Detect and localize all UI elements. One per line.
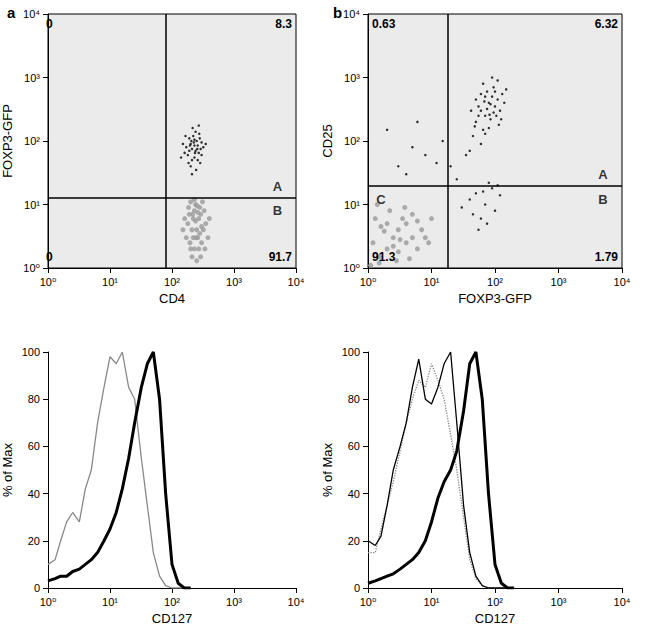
svg-text:a: a <box>7 4 16 21</box>
svg-text:10³: 10³ <box>551 276 567 288</box>
svg-text:20: 20 <box>348 535 360 547</box>
svg-text:10⁴: 10⁴ <box>343 8 360 20</box>
svg-text:10¹: 10¹ <box>424 276 440 288</box>
svg-text:10⁴: 10⁴ <box>23 8 40 20</box>
svg-text:60: 60 <box>28 440 40 452</box>
svg-text:CD127: CD127 <box>475 611 515 626</box>
svg-text:A: A <box>273 179 283 194</box>
svg-text:100: 100 <box>342 346 360 358</box>
svg-text:10⁰: 10⁰ <box>360 596 377 608</box>
svg-text:10¹: 10¹ <box>424 596 440 608</box>
svg-text:91.3: 91.3 <box>372 250 396 264</box>
svg-text:10⁴: 10⁴ <box>614 596 631 608</box>
svg-text:0: 0 <box>46 250 53 264</box>
svg-text:CD127: CD127 <box>152 611 192 626</box>
svg-text:40: 40 <box>348 488 360 500</box>
svg-text:80: 80 <box>28 393 40 405</box>
svg-text:60: 60 <box>348 440 360 452</box>
svg-text:10⁴: 10⁴ <box>614 276 631 288</box>
svg-text:10³: 10³ <box>344 72 360 84</box>
svg-text:10⁰: 10⁰ <box>40 276 57 288</box>
svg-text:10¹: 10¹ <box>24 199 40 211</box>
svg-text:40: 40 <box>28 488 40 500</box>
svg-text:10³: 10³ <box>551 596 567 608</box>
svg-text:10⁰: 10⁰ <box>343 262 360 274</box>
svg-text:10³: 10³ <box>226 276 242 288</box>
svg-text:10⁴: 10⁴ <box>288 596 305 608</box>
svg-text:10²: 10² <box>487 596 503 608</box>
svg-text:10²: 10² <box>487 276 503 288</box>
svg-text:B: B <box>598 192 607 207</box>
svg-text:10⁰: 10⁰ <box>23 262 40 274</box>
svg-text:10⁰: 10⁰ <box>360 276 377 288</box>
svg-text:10⁰: 10⁰ <box>40 596 57 608</box>
svg-text:8.3: 8.3 <box>275 17 292 31</box>
svg-text:b: b <box>333 4 342 21</box>
svg-text:0.63: 0.63 <box>372 17 396 31</box>
svg-text:FOXP3-GFP: FOXP3-GFP <box>458 291 532 306</box>
svg-text:CD4: CD4 <box>159 291 185 306</box>
svg-text:100: 100 <box>22 346 40 358</box>
svg-text:10²: 10² <box>344 135 360 147</box>
svg-text:C: C <box>376 192 386 207</box>
svg-text:CD25: CD25 <box>320 124 335 157</box>
svg-text:80: 80 <box>348 393 360 405</box>
svg-text:% of Max: % of Max <box>320 442 335 497</box>
svg-text:6.32: 6.32 <box>595 17 619 31</box>
svg-text:0: 0 <box>34 582 40 594</box>
svg-text:B: B <box>273 203 282 218</box>
svg-text:20: 20 <box>28 535 40 547</box>
svg-text:10²: 10² <box>164 276 180 288</box>
svg-text:10¹: 10¹ <box>102 276 118 288</box>
svg-text:10³: 10³ <box>24 72 40 84</box>
svg-text:10²: 10² <box>164 596 180 608</box>
svg-text:10¹: 10¹ <box>344 199 360 211</box>
svg-text:% of Max: % of Max <box>0 442 15 497</box>
svg-text:10¹: 10¹ <box>102 596 118 608</box>
svg-text:0: 0 <box>354 582 360 594</box>
svg-text:0: 0 <box>46 17 53 31</box>
svg-text:10³: 10³ <box>226 596 242 608</box>
svg-text:1.79: 1.79 <box>595 250 619 264</box>
svg-text:91.7: 91.7 <box>269 250 293 264</box>
svg-text:10²: 10² <box>24 135 40 147</box>
svg-text:A: A <box>598 167 608 182</box>
svg-text:FOXP3-GFP: FOXP3-GFP <box>0 104 15 178</box>
svg-text:10⁴: 10⁴ <box>288 276 305 288</box>
